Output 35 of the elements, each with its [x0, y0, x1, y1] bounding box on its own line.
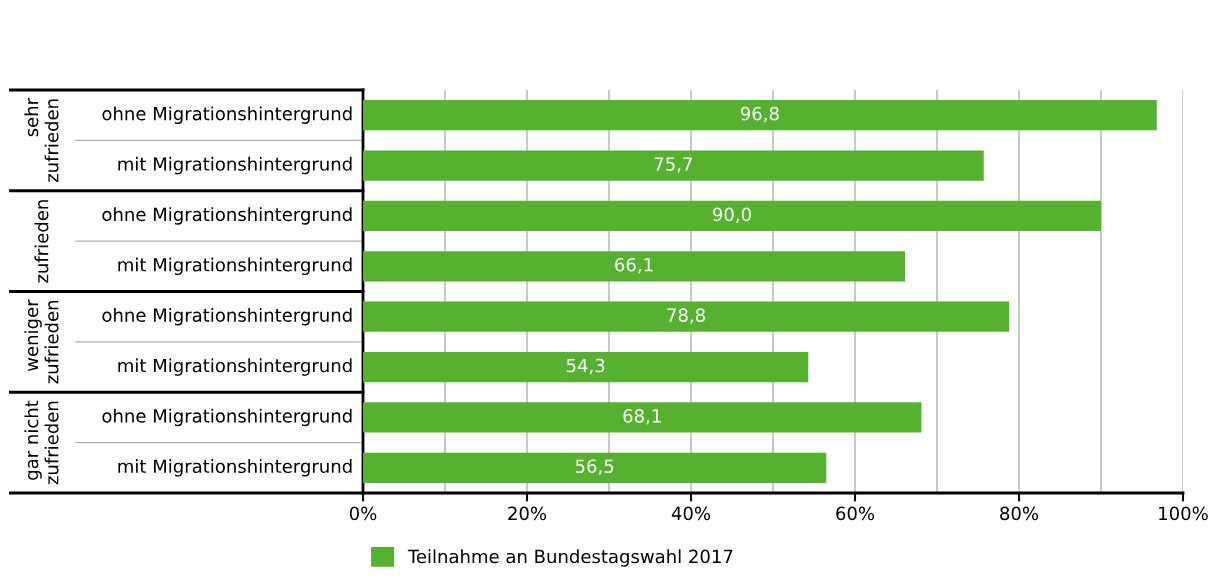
data-label: 66,1 [615, 257, 653, 274]
x-tick-label: 60% [836, 506, 875, 521]
text: gar nicht zufrieden [24, 400, 59, 485]
text: weniger zufrieden [24, 299, 59, 384]
x-tick-label: 40% [671, 506, 711, 521]
y-tick-label: mit Migrationshintergrund [118, 156, 352, 175]
legend-label: Teilnahme an Bundestagswahl 2017 [407, 549, 733, 567]
y-tick-label: mit Migrationshintergrund [118, 358, 352, 376]
data-label: 68,1 [623, 409, 661, 425]
text: zufrieden [34, 200, 49, 283]
bar [363, 251, 906, 282]
bar [363, 452, 827, 483]
data-label: 90,0 [713, 207, 751, 224]
bar [363, 301, 1010, 332]
y-tick-label: mit Migrationshintergrund [118, 459, 352, 477]
text: sehr zufrieden [24, 97, 59, 183]
bar [363, 150, 984, 181]
data-label: 75,7 [654, 157, 692, 173]
y-tick-label: mit Migrationshintergrund [118, 257, 352, 276]
x-tick-label: 80% [1000, 506, 1039, 521]
bar [363, 351, 809, 383]
data-label: 96,8 [740, 106, 779, 123]
data-label: 78,8 [667, 308, 705, 324]
bar [363, 402, 922, 433]
y-tick-label: ohne Migrationshintergrund [102, 307, 352, 326]
data-label: 56,5 [575, 459, 614, 475]
bar [363, 200, 1101, 232]
y-tick-label: ohne Migrationshintergrund [102, 207, 352, 225]
data-label: 54,3 [566, 358, 605, 375]
y-tick-label: ohne Migrationshintergrund [102, 408, 352, 427]
x-tick-label: 100% [1159, 506, 1208, 521]
y-tick-label: ohne Migrationshintergrund [102, 106, 352, 124]
x-tick-label: 20% [508, 506, 547, 521]
bar [363, 100, 1157, 131]
x-tick-label: 0% [349, 506, 377, 521]
